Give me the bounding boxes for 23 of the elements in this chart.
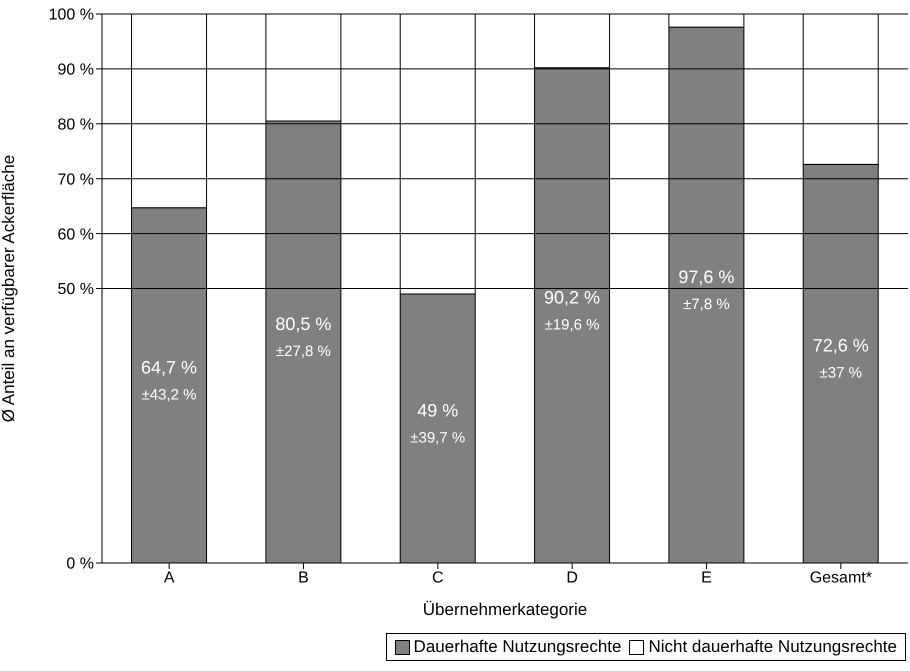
data-label: 80,5 % ±27,8 % [275, 314, 332, 360]
data-label: 72,6 % ±37 % [812, 336, 869, 382]
x-tick-label: E [701, 569, 712, 586]
y-tick-label: 70 % [58, 171, 94, 188]
legend-label: Nicht dauerhafte Nutzungsrechte [647, 637, 897, 657]
legend-label: Dauerhafte Nutzungsrechte [412, 637, 622, 657]
y-tick-label: 60 % [58, 226, 94, 244]
y-tick-label: 0 % [66, 556, 94, 573]
data-label: 64,7 % ±43,2 % [141, 357, 198, 404]
x-tick-label: A [164, 569, 175, 586]
x-tick-label: Gesamt* [810, 569, 872, 586]
x-tick-label: D [566, 569, 578, 586]
y-axis-title: Ø Anteil an verfügbarer Ackerfläche [0, 154, 18, 422]
x-tick-label: C [432, 569, 444, 586]
data-label: 90,2 % ±19,6 % [544, 287, 600, 334]
y-tick-label: 50 % [58, 281, 94, 298]
x-tick-label: B [298, 569, 309, 586]
y-tick-label: 100 % [48, 6, 94, 24]
data-label: 97,6 % ±7,8 % [678, 267, 734, 314]
data-label: 49 % ±39,7 % [410, 400, 466, 446]
y-tick-label: 80 % [58, 116, 94, 134]
x-axis-title: Übernehmerkategorie [422, 600, 588, 619]
y-tick-label: 90 % [58, 62, 94, 79]
